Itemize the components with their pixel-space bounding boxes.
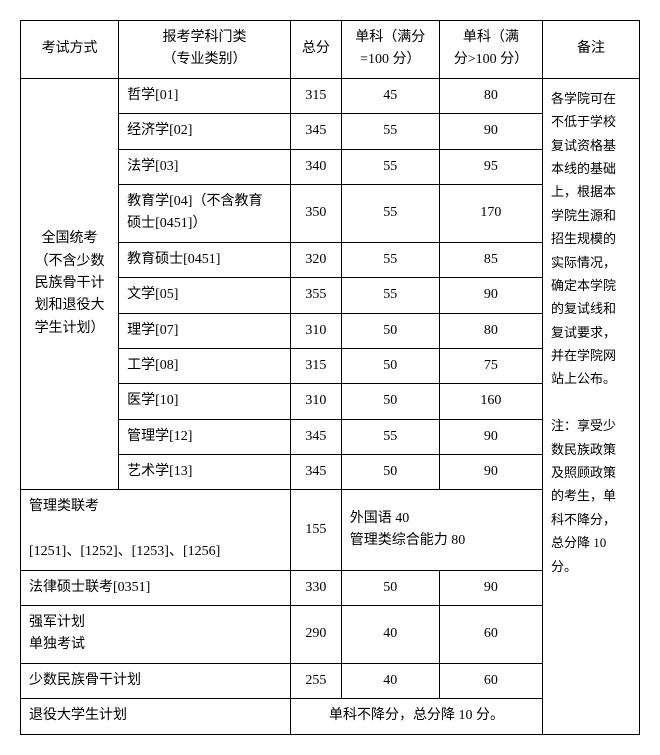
header-notes: 备注 <box>543 21 640 79</box>
mgmt-total: 155 <box>290 490 341 570</box>
s2-cell: 90 <box>439 114 542 149</box>
table-row: 全国统考 （不含少数 民族骨干计 划和退役大 学生计划） 哲学[01] 315 … <box>21 78 640 113</box>
category-cell: 哲学[01] <box>119 78 291 113</box>
s1-cell: 55 <box>341 278 439 313</box>
s2-cell: 75 <box>439 348 542 383</box>
category-cell: 医学[10] <box>119 384 291 419</box>
total-cell: 310 <box>290 313 341 348</box>
mgmt-exam-label: 管理类联考 [1251]、[1252]、[1253]、[1256] <box>21 490 291 570</box>
total-cell: 310 <box>290 384 341 419</box>
total-cell: 350 <box>290 184 341 242</box>
category-cell: 教育学[04]（不含教育 硕士[0451]） <box>119 184 291 242</box>
s1-cell: 50 <box>341 455 439 490</box>
header-single-gt100: 单科（满 分>100 分） <box>439 21 542 79</box>
s2-cell: 95 <box>439 149 542 184</box>
s2-cell: 90 <box>439 455 542 490</box>
total-cell: 315 <box>290 348 341 383</box>
s1-cell: 45 <box>341 78 439 113</box>
category-cell: 文学[05] <box>119 278 291 313</box>
header-single-100: 单科（满分 =100 分） <box>341 21 439 79</box>
s1-cell: 55 <box>341 419 439 454</box>
notes-cell: 各学院可在 不低于学校 复试资格基 本线的基础 上，根据本 学院生源和 招生规模… <box>543 78 640 734</box>
army-s1: 40 <box>341 606 439 664</box>
s1-cell: 55 <box>341 149 439 184</box>
minority-total: 255 <box>290 663 341 698</box>
total-cell: 315 <box>290 78 341 113</box>
minority-s1: 40 <box>341 663 439 698</box>
s2-cell: 85 <box>439 242 542 277</box>
total-cell: 340 <box>290 149 341 184</box>
header-category: 报考学科门类 （专业类别） <box>119 21 291 79</box>
law-s1: 50 <box>341 570 439 605</box>
army-s2: 60 <box>439 606 542 664</box>
veteran-merged: 单科不降分，总分降 10 分。 <box>290 699 542 734</box>
s1-cell: 55 <box>341 184 439 242</box>
category-cell: 经济学[02] <box>119 114 291 149</box>
category-cell: 教育硕士[0451] <box>119 242 291 277</box>
mgmt-merged: 外国语 40 管理类综合能力 80 <box>341 490 542 570</box>
s2-cell: 80 <box>439 313 542 348</box>
minority-s2: 60 <box>439 663 542 698</box>
army-plan-label: 强军计划 单独考试 <box>21 606 291 664</box>
law-total: 330 <box>290 570 341 605</box>
s2-cell: 170 <box>439 184 542 242</box>
header-row: 考试方式 报考学科门类 （专业类别） 总分 单科（满分 =100 分） 单科（满… <box>21 21 640 79</box>
s2-cell: 90 <box>439 419 542 454</box>
total-cell: 320 <box>290 242 341 277</box>
total-cell: 345 <box>290 114 341 149</box>
total-cell: 345 <box>290 419 341 454</box>
national-exam-label: 全国统考 （不含少数 民族骨干计 划和退役大 学生计划） <box>21 78 119 490</box>
s1-cell: 50 <box>341 313 439 348</box>
veteran-plan-label: 退役大学生计划 <box>21 699 291 734</box>
law-s2: 90 <box>439 570 542 605</box>
s1-cell: 55 <box>341 242 439 277</box>
minority-plan-label: 少数民族骨干计划 <box>21 663 291 698</box>
law-exam-label: 法律硕士联考[0351] <box>21 570 291 605</box>
category-cell: 理学[07] <box>119 313 291 348</box>
category-cell: 法学[03] <box>119 149 291 184</box>
total-cell: 355 <box>290 278 341 313</box>
score-table: 考试方式 报考学科门类 （专业类别） 总分 单科（满分 =100 分） 单科（满… <box>20 20 640 735</box>
category-cell: 工学[08] <box>119 348 291 383</box>
category-cell: 艺术学[13] <box>119 455 291 490</box>
s2-cell: 80 <box>439 78 542 113</box>
header-total: 总分 <box>290 21 341 79</box>
total-cell: 345 <box>290 455 341 490</box>
category-cell: 管理学[12] <box>119 419 291 454</box>
s2-cell: 90 <box>439 278 542 313</box>
header-exam-type: 考试方式 <box>21 21 119 79</box>
army-total: 290 <box>290 606 341 664</box>
s1-cell: 50 <box>341 384 439 419</box>
s1-cell: 50 <box>341 348 439 383</box>
s1-cell: 55 <box>341 114 439 149</box>
s2-cell: 160 <box>439 384 542 419</box>
